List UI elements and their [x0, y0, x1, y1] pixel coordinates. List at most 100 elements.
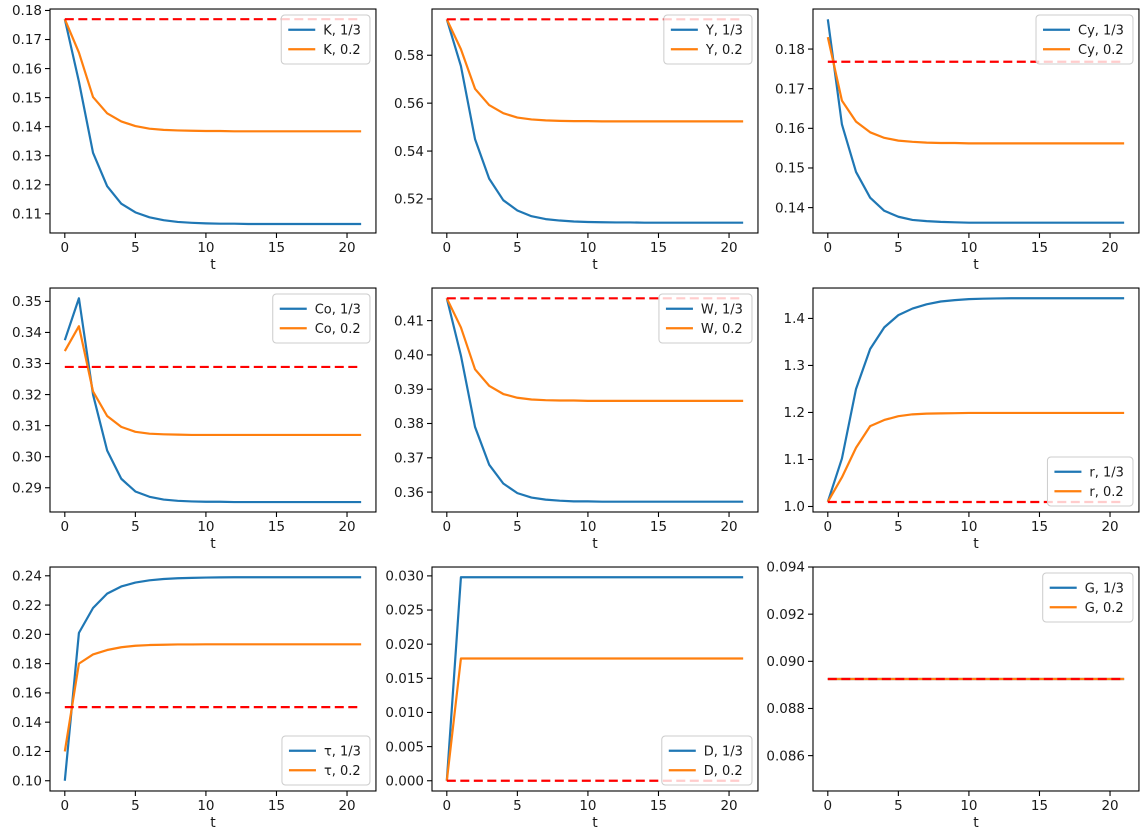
series-line [445, 298, 743, 503]
x-tick-label: 5 [131, 798, 140, 814]
plot-frame [812, 566, 1140, 792]
x-tick-label: 10 [197, 519, 214, 535]
x-tick-label: 15 [650, 240, 667, 256]
chart-canvas-r: 0 5 10 15 20 1.0 1.1 1.2 1.3 1.4 t r, 1/3 r, 0.2 [784, 287, 1140, 552]
y-tick-label: 0.17 [12, 32, 42, 48]
chart-canvas-K: 0 5 10 15 20 0.11 0.12 0.13 0.14 0.15 0.16 0.17 0.18… [12, 3, 377, 273]
legend: r, 1/3 r, 0.2 [1047, 456, 1134, 507]
legend-label: Cy, 0.2 [1078, 43, 1124, 58]
y-tick-label: 0.29 [12, 480, 42, 496]
x-tick-label: 0 [824, 519, 833, 535]
plot-area [63, 576, 362, 781]
x-tick-label: 0 [824, 240, 833, 256]
subplot-Cy: 0 5 10 15 20 0.14 0.15 0.16 0.17 0.18 t Cy, 1/3 Cy, … [763, 0, 1145, 279]
subplot-r: 0 5 10 15 20 1.0 1.1 1.2 1.3 1.4 t r, 1/3 r, 0.2 [763, 279, 1145, 558]
legend: Y, 1/3 Y, 0.2 [663, 14, 753, 65]
legend-label: Co, 0.2 [315, 322, 361, 337]
x-tick-label: 15 [1031, 519, 1048, 535]
legend-box [272, 293, 371, 344]
chart-canvas-Co: 0 5 10 15 20 0.29 0.30 0.31 0.32 0.33 0.34 0.35 t Co,… [12, 287, 377, 552]
x-axis-label: t [592, 257, 598, 273]
legend-label: K, 1/3 [323, 23, 361, 38]
x-axis-label: t [592, 815, 598, 831]
x-axis-label: t [592, 536, 598, 552]
legend-label: r, 1/3 [1090, 465, 1125, 480]
y-tick-label: 0.54 [394, 144, 424, 160]
y-tick-label: 0.16 [12, 686, 42, 702]
y-tick-label: 0.12 [12, 744, 42, 760]
y-tick-label: 0.20 [12, 627, 42, 643]
legend-box [658, 293, 753, 344]
x-axis-label: t [210, 815, 216, 831]
subplot-Y: 0 5 10 15 20 0.52 0.54 0.56 0.58 t Y, 1/3 Y, 0.2 [382, 0, 764, 279]
legend-box [1042, 572, 1134, 623]
y-tick-label: 1.2 [784, 405, 805, 421]
y-tick-label: 0.35 [12, 294, 42, 310]
y-tick-label: 0.16 [775, 121, 805, 137]
y-tick-label: 0.086 [767, 748, 806, 764]
chart-canvas-Y: 0 5 10 15 20 0.52 0.54 0.56 0.58 t Y, 1/3 Y, 0.2 [394, 8, 759, 273]
legend-label: r, 0.2 [1090, 485, 1124, 500]
legend-label: Co, 1/3 [315, 302, 361, 317]
series-line [827, 297, 1125, 503]
legend-label: G, 1/3 [1085, 581, 1124, 596]
x-tick-label: 5 [131, 519, 140, 535]
series-line [63, 297, 362, 504]
x-tick-label: 15 [268, 519, 285, 535]
y-tick-label: 0.30 [12, 449, 42, 465]
series-line [445, 18, 743, 123]
y-tick-label: 0.000 [385, 773, 424, 789]
y-tick-label: 0.24 [12, 568, 42, 584]
x-tick-label: 10 [579, 519, 596, 535]
y-tick-label: 0.33 [12, 356, 42, 372]
chart-canvas-D: 0 5 10 15 20 0.000 0.005 0.010 0.015 0.020 0.025 0.… [385, 566, 759, 831]
x-tick-label: 10 [961, 240, 978, 256]
y-tick-label: 0.12 [12, 177, 42, 193]
y-tick-label: 0.14 [12, 715, 42, 731]
x-tick-label: 10 [961, 519, 978, 535]
legend-box [280, 14, 371, 65]
x-tick-label: 20 [720, 798, 737, 814]
x-tick-label: 15 [650, 519, 667, 535]
y-tick-label: 0.58 [394, 48, 424, 64]
series-line [827, 19, 1125, 224]
x-axis-label: t [210, 536, 216, 552]
y-tick-label: 0.16 [12, 61, 42, 77]
series-line [63, 576, 362, 781]
chart-canvas-τ: 0 5 10 15 20 0.10 0.12 0.14 0.16 0.18 0.20 0.22 0.24… [12, 566, 377, 831]
x-tick-label: 0 [61, 519, 70, 535]
y-tick-label: 0.015 [385, 671, 424, 687]
series-line [63, 325, 362, 437]
y-tick-label: 0.22 [12, 598, 42, 614]
plot-frame [49, 287, 377, 513]
legend-label: Cy, 1/3 [1078, 23, 1124, 38]
legend-box [660, 735, 753, 786]
x-tick-label: 10 [197, 798, 214, 814]
x-tick-label: 20 [1102, 519, 1119, 535]
y-tick-label: 0.31 [12, 418, 42, 434]
x-tick-label: 20 [1102, 798, 1119, 814]
chart-canvas-G: 0 5 10 15 20 0.086 0.088 0.090 0.092 0.094 t G, 1/3… [767, 560, 1140, 831]
plot-frame [812, 287, 1140, 513]
series-line [827, 36, 1125, 145]
legend: K, 1/3 K, 0.2 [280, 14, 371, 65]
legend: Co, 1/3 Co, 0.2 [272, 293, 371, 344]
y-tick-label: 0.36 [394, 485, 424, 501]
legend: Cy, 1/3 Cy, 0.2 [1035, 14, 1134, 65]
y-tick-label: 1.3 [784, 358, 805, 374]
legend-box [663, 14, 753, 65]
subplot-W: 0 5 10 15 20 0.36 0.37 0.38 0.39 0.40 0.41 t W, 1/3 W… [382, 279, 764, 558]
x-tick-label: 20 [720, 240, 737, 256]
legend-box [1047, 456, 1134, 507]
y-tick-label: 0.094 [767, 560, 806, 576]
x-tick-label: 0 [442, 519, 451, 535]
x-tick-label: 15 [650, 798, 667, 814]
x-tick-label: 20 [338, 519, 355, 535]
legend-label: Y, 0.2 [705, 43, 743, 58]
x-tick-label: 10 [579, 240, 596, 256]
legend-label: τ, 1/3 [324, 744, 361, 759]
series-line [63, 18, 362, 226]
y-tick-label: 0.18 [12, 3, 42, 19]
